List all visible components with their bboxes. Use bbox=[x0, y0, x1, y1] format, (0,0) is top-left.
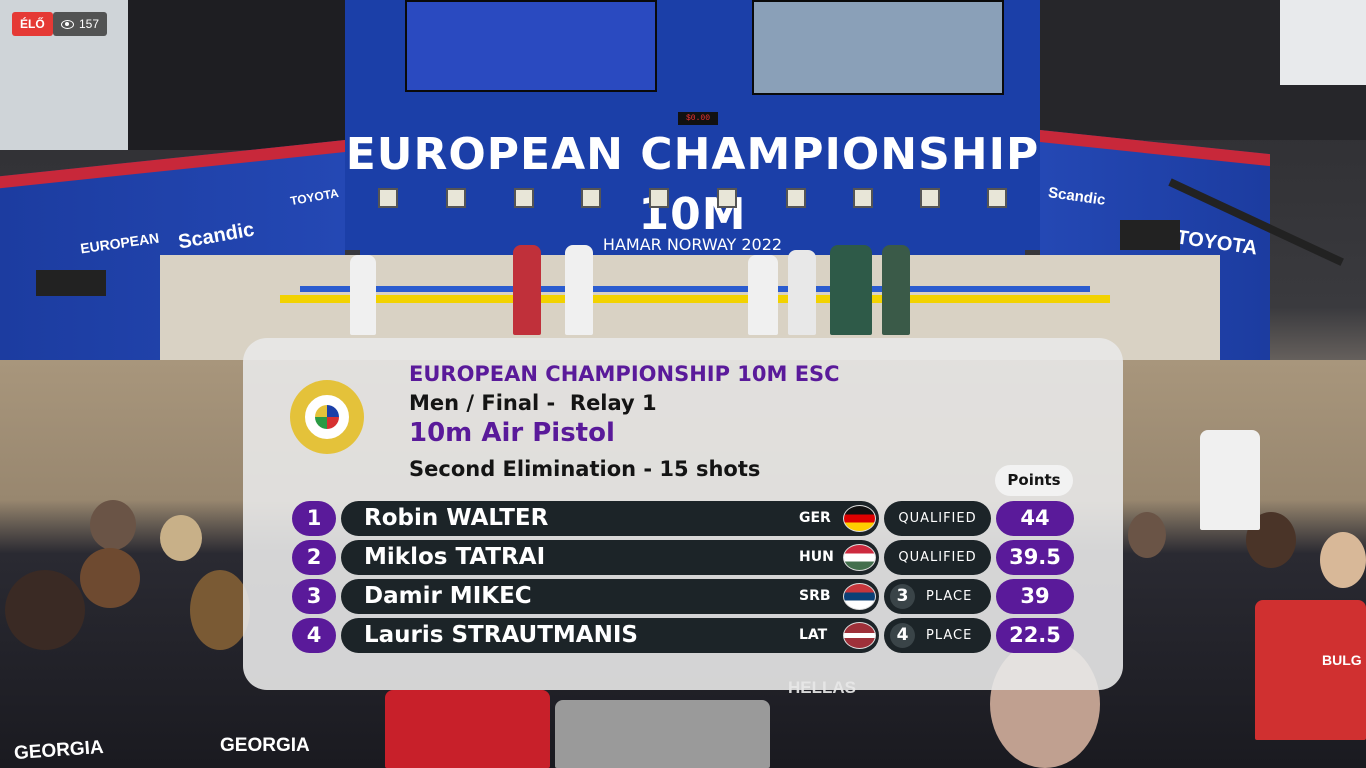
official bbox=[565, 245, 593, 335]
spectator bbox=[385, 690, 550, 768]
points-value: 39.5 bbox=[996, 540, 1074, 575]
placement-number: 3 bbox=[890, 584, 915, 609]
logo-core bbox=[315, 405, 339, 429]
status-pill: QUALIFIED bbox=[884, 501, 991, 536]
results-screen bbox=[405, 0, 657, 92]
target bbox=[987, 188, 1007, 208]
event-stage: Second Elimination - 15 shots bbox=[409, 457, 761, 481]
rank-badge: 3 bbox=[292, 579, 336, 614]
target bbox=[649, 188, 669, 208]
athlete-pill: Damir MIKEC SRB bbox=[341, 579, 879, 614]
official bbox=[350, 255, 376, 335]
placement-label: PLACE bbox=[926, 589, 973, 604]
hall-window-right bbox=[1280, 0, 1366, 85]
official bbox=[748, 255, 778, 335]
target bbox=[920, 188, 940, 208]
athlete-name: Robin WALTER bbox=[364, 505, 549, 531]
viewer-count-badge: 157 bbox=[53, 12, 108, 36]
placement-number: 4 bbox=[890, 623, 915, 648]
result-row: 4 Lauris STRAUTMANIS LAT 4 PLACE 22.5 bbox=[292, 618, 1077, 653]
tv-camera bbox=[36, 270, 106, 296]
status-pill: 3 PLACE bbox=[884, 579, 991, 614]
athlete-name: Miklos TATRAI bbox=[364, 544, 546, 570]
event-subtitle: Men / Final - Relay 1 bbox=[409, 391, 657, 415]
nation-code: HUN bbox=[799, 549, 834, 565]
latvia-flag-icon bbox=[843, 622, 876, 649]
video-screen bbox=[752, 0, 1004, 95]
points-value: 44 bbox=[996, 501, 1074, 536]
crane-camera bbox=[1120, 220, 1180, 250]
result-row: 2 Miklos TATRAI HUN QUALIFIED 39.5 bbox=[292, 540, 1077, 575]
spectator bbox=[1255, 600, 1366, 740]
spectator bbox=[90, 500, 136, 550]
athlete-name: Lauris STRAUTMANIS bbox=[364, 622, 638, 648]
event-title: EUROPEAN CHAMPIONSHIP 10M ESC bbox=[409, 362, 840, 386]
placement-label: PLACE bbox=[926, 628, 973, 643]
spectator bbox=[1200, 430, 1260, 530]
event-discipline: 10m Air Pistol bbox=[409, 418, 615, 448]
athlete-name: Damir MIKEC bbox=[364, 583, 532, 609]
spectator bbox=[1320, 532, 1366, 588]
status-pill: 4 PLACE bbox=[884, 618, 991, 653]
jacket-text: BULG bbox=[1322, 652, 1362, 668]
status-pill: QUALIFIED bbox=[884, 540, 991, 575]
range-banner: HAMAR NORWAY 2022 bbox=[360, 235, 1025, 255]
mini-scoreboard: $0.00 bbox=[678, 112, 718, 126]
official bbox=[882, 245, 910, 335]
spectator bbox=[190, 570, 250, 650]
athlete-pill: Robin WALTER GER bbox=[341, 501, 879, 536]
target bbox=[378, 188, 398, 208]
points-value: 39 bbox=[996, 579, 1074, 614]
range-stripe bbox=[280, 295, 1110, 303]
germany-flag-icon bbox=[843, 505, 876, 532]
spectator bbox=[1128, 512, 1166, 558]
official bbox=[830, 245, 872, 335]
eye-icon bbox=[61, 19, 74, 29]
rank-badge: 2 bbox=[292, 540, 336, 575]
serbia-flag-icon bbox=[843, 583, 876, 610]
target bbox=[446, 188, 466, 208]
championship-banner: EUROPEAN CHAMPIONSHIP 10M bbox=[345, 125, 1040, 240]
spectator bbox=[555, 700, 770, 768]
viewer-count: 157 bbox=[79, 17, 100, 31]
target bbox=[786, 188, 806, 208]
rank-badge: 1 bbox=[292, 501, 336, 536]
athlete-pill: Lauris STRAUTMANIS LAT bbox=[341, 618, 879, 653]
official bbox=[788, 250, 816, 335]
spectator bbox=[160, 515, 202, 561]
result-row: 3 Damir MIKEC SRB 3 PLACE 39 bbox=[292, 579, 1077, 614]
jacket-text: GEORGIA bbox=[220, 735, 310, 756]
spectator bbox=[80, 548, 140, 608]
target bbox=[581, 188, 601, 208]
range-stripe bbox=[300, 286, 1090, 292]
result-row: 1 Robin WALTER GER QUALIFIED 44 bbox=[292, 501, 1077, 536]
nation-code: LAT bbox=[799, 627, 828, 643]
points-value: 22.5 bbox=[996, 618, 1074, 653]
nation-code: SRB bbox=[799, 588, 831, 604]
rank-badge: 4 bbox=[292, 618, 336, 653]
target bbox=[853, 188, 873, 208]
athlete-pill: Miklos TATRAI HUN bbox=[341, 540, 879, 575]
target bbox=[514, 188, 534, 208]
logo-emblem bbox=[302, 392, 352, 442]
nation-code: GER bbox=[799, 510, 831, 526]
athlete-figure bbox=[513, 245, 541, 335]
hungary-flag-icon bbox=[843, 544, 876, 571]
live-badge: ÉLŐ bbox=[12, 12, 53, 36]
target bbox=[717, 188, 737, 208]
championship-logo bbox=[290, 380, 364, 454]
points-header: Points bbox=[995, 465, 1073, 496]
spectator bbox=[5, 570, 85, 650]
